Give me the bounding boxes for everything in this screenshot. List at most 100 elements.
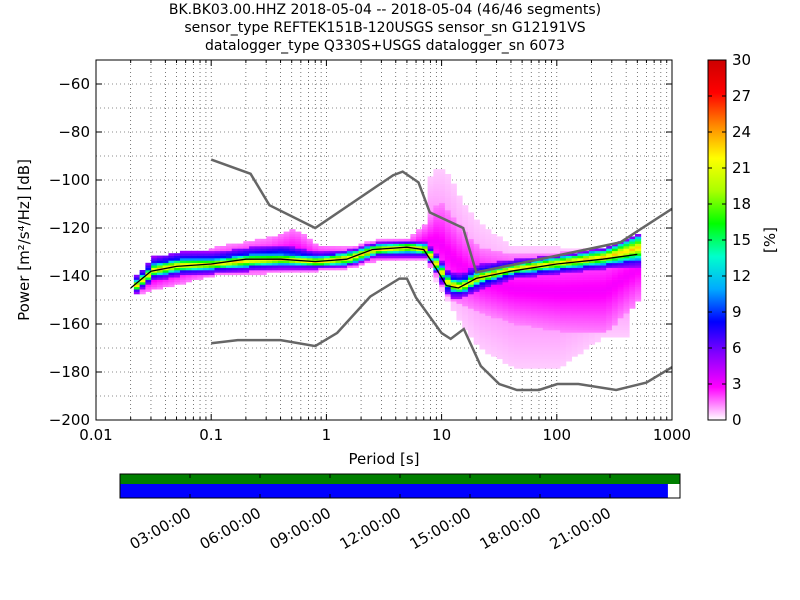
density-cell (496, 255, 503, 259)
density-cell (537, 318, 544, 321)
density-cell (202, 258, 210, 261)
density-cell (456, 270, 463, 273)
density-cell (508, 255, 515, 259)
density-cell (346, 258, 354, 261)
density-cell (462, 298, 469, 302)
density-cell (514, 286, 521, 290)
density-cell (444, 207, 452, 211)
density-cell (519, 296, 526, 300)
density-cell (444, 291, 452, 295)
density-cell (335, 246, 342, 249)
density-cell (496, 296, 503, 300)
density-cell (514, 315, 521, 319)
density-cell (496, 342, 503, 345)
density-cell (600, 301, 607, 304)
density-cell (289, 255, 296, 259)
density-cell (519, 306, 526, 309)
density-cell (243, 241, 250, 244)
density-cell (577, 339, 584, 343)
density-cell (479, 248, 486, 252)
density-cell (514, 339, 521, 343)
density-cell (508, 363, 515, 367)
density-cell (346, 253, 354, 256)
density-cell (473, 286, 480, 290)
density-cell (462, 212, 469, 216)
density-cell (444, 174, 452, 177)
density-cell (479, 243, 486, 247)
density-cell (514, 248, 521, 252)
density-cell (594, 313, 601, 316)
density-cell (467, 258, 475, 261)
density-cell (444, 195, 452, 199)
density-cell (531, 298, 538, 302)
density-cell (462, 243, 469, 247)
density-cell (462, 262, 469, 266)
density-cell (571, 284, 578, 288)
density-cell (462, 272, 469, 276)
density-cell (542, 279, 549, 283)
density-cell (300, 265, 308, 268)
density-cell (514, 274, 521, 278)
density-cell (433, 255, 440, 259)
density-cell (606, 301, 613, 304)
density-cell (502, 279, 509, 283)
density-cell (485, 286, 492, 290)
density-cell (514, 277, 521, 280)
density-cell (272, 246, 279, 249)
density-cell (629, 255, 636, 259)
density-cell (531, 308, 538, 312)
density-cell (444, 229, 452, 232)
density-cell (260, 248, 267, 252)
density-cell (439, 181, 446, 184)
density-cell (588, 306, 596, 309)
density-cell (571, 346, 578, 350)
density-cell (450, 224, 457, 228)
density-cell (514, 325, 521, 328)
density-cell (266, 243, 273, 247)
density-cell (577, 342, 584, 345)
density-cell (496, 253, 503, 256)
density-cell (490, 349, 498, 352)
density-cell (277, 248, 285, 252)
density-cell (139, 270, 146, 273)
density-cell (208, 265, 215, 268)
density-cell (387, 250, 394, 254)
density-cell (508, 330, 515, 333)
density-cell (485, 320, 492, 324)
density-cell (583, 298, 590, 302)
density-cell (467, 229, 475, 232)
density-cell (594, 315, 601, 319)
density-cell (560, 310, 567, 314)
density-cell (341, 246, 348, 249)
density-cell (519, 270, 526, 273)
density-cell (381, 253, 388, 256)
density-cell (272, 270, 279, 273)
density-cell (531, 253, 538, 256)
density-cell (519, 277, 526, 280)
density-cell (416, 236, 423, 240)
density-cell (318, 258, 325, 261)
density-cell (456, 222, 463, 225)
density-cell (456, 294, 463, 297)
density-cell (525, 310, 532, 314)
density-cell (577, 310, 584, 314)
density-cell (485, 272, 492, 276)
density-cell (583, 296, 590, 300)
density-cell (467, 325, 475, 328)
density-cell (467, 315, 475, 319)
density-cell (439, 188, 446, 192)
density-cell (295, 253, 302, 256)
density-cell (139, 291, 146, 295)
density-cell (537, 296, 544, 300)
density-cell (623, 262, 630, 266)
density-cell (554, 342, 561, 345)
density-cell (433, 219, 440, 223)
density-cell (266, 260, 273, 264)
density-cell (531, 270, 538, 273)
density-cell (289, 270, 296, 273)
density-cell (554, 277, 561, 280)
density-cell (583, 277, 590, 280)
density-cell (439, 224, 446, 228)
density-cell (519, 294, 526, 297)
